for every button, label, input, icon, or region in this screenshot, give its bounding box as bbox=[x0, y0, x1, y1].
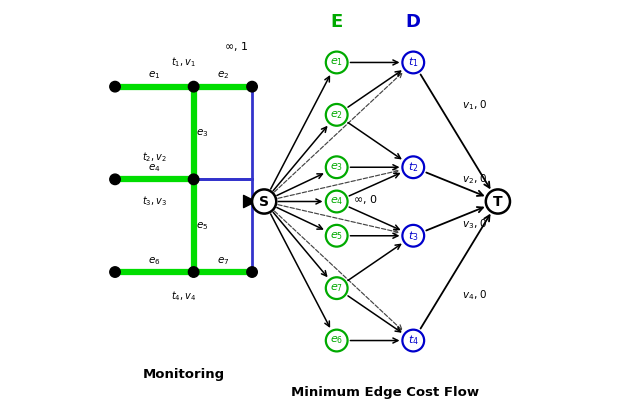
Text: $t_2, v_2$: $t_2, v_2$ bbox=[142, 150, 166, 164]
Text: $v_4$, 0: $v_4$, 0 bbox=[461, 288, 487, 302]
Circle shape bbox=[110, 81, 120, 92]
Text: $e_3$: $e_3$ bbox=[196, 127, 209, 139]
Text: $v_2$, 0: $v_2$, 0 bbox=[461, 172, 487, 186]
Text: $e_2$: $e_2$ bbox=[217, 69, 229, 81]
Circle shape bbox=[247, 81, 257, 92]
Text: $v_3$, 0: $v_3$, 0 bbox=[461, 217, 487, 231]
Text: Monitoring: Monitoring bbox=[142, 368, 225, 381]
Circle shape bbox=[247, 267, 257, 277]
Text: $e_7$: $e_7$ bbox=[217, 255, 229, 267]
Text: $e_3$: $e_3$ bbox=[330, 161, 343, 173]
Circle shape bbox=[402, 52, 424, 73]
Text: $t_3$: $t_3$ bbox=[408, 229, 419, 243]
Text: $e_4$: $e_4$ bbox=[148, 162, 161, 174]
Circle shape bbox=[402, 330, 424, 351]
Circle shape bbox=[110, 174, 120, 185]
Circle shape bbox=[326, 52, 348, 73]
Circle shape bbox=[110, 267, 120, 277]
Circle shape bbox=[326, 104, 348, 126]
Text: $t_3, v_3$: $t_3, v_3$ bbox=[142, 195, 167, 208]
Text: $t_4, v_4$: $t_4, v_4$ bbox=[171, 289, 196, 303]
Text: S: S bbox=[259, 195, 269, 208]
Circle shape bbox=[326, 156, 348, 178]
Text: T: T bbox=[493, 195, 503, 208]
Circle shape bbox=[326, 277, 348, 299]
Circle shape bbox=[486, 189, 510, 214]
Text: $e_5$: $e_5$ bbox=[330, 230, 343, 242]
Text: D: D bbox=[406, 13, 421, 31]
Text: $v_1$, 0: $v_1$, 0 bbox=[461, 98, 487, 112]
Circle shape bbox=[326, 330, 348, 351]
Text: $e_1$: $e_1$ bbox=[148, 69, 160, 81]
Circle shape bbox=[188, 81, 199, 92]
Text: $t_2$: $t_2$ bbox=[408, 160, 419, 174]
Circle shape bbox=[402, 225, 424, 247]
Text: $e_6$: $e_6$ bbox=[148, 255, 161, 267]
Circle shape bbox=[326, 225, 348, 247]
Circle shape bbox=[326, 191, 348, 212]
Circle shape bbox=[252, 189, 276, 214]
Text: $e_4$: $e_4$ bbox=[330, 195, 343, 208]
Text: E: E bbox=[330, 13, 343, 31]
Text: $e_5$: $e_5$ bbox=[196, 220, 209, 232]
Text: Minimum Edge Cost Flow: Minimum Edge Cost Flow bbox=[291, 386, 479, 399]
Text: $t_4$: $t_4$ bbox=[408, 334, 419, 347]
Text: $e_1$: $e_1$ bbox=[330, 56, 343, 69]
Circle shape bbox=[188, 174, 199, 185]
Circle shape bbox=[188, 267, 199, 277]
Text: $e_2$: $e_2$ bbox=[330, 109, 343, 121]
Text: $e_6$: $e_6$ bbox=[330, 334, 343, 347]
Circle shape bbox=[402, 156, 424, 178]
Text: $e_7$: $e_7$ bbox=[330, 282, 343, 294]
Text: $t_1, v_1$: $t_1, v_1$ bbox=[171, 56, 196, 69]
Text: $\infty$, 0: $\infty$, 0 bbox=[353, 193, 377, 206]
Text: $t_1$: $t_1$ bbox=[408, 56, 419, 69]
Text: $\infty$, 1: $\infty$, 1 bbox=[224, 40, 248, 53]
